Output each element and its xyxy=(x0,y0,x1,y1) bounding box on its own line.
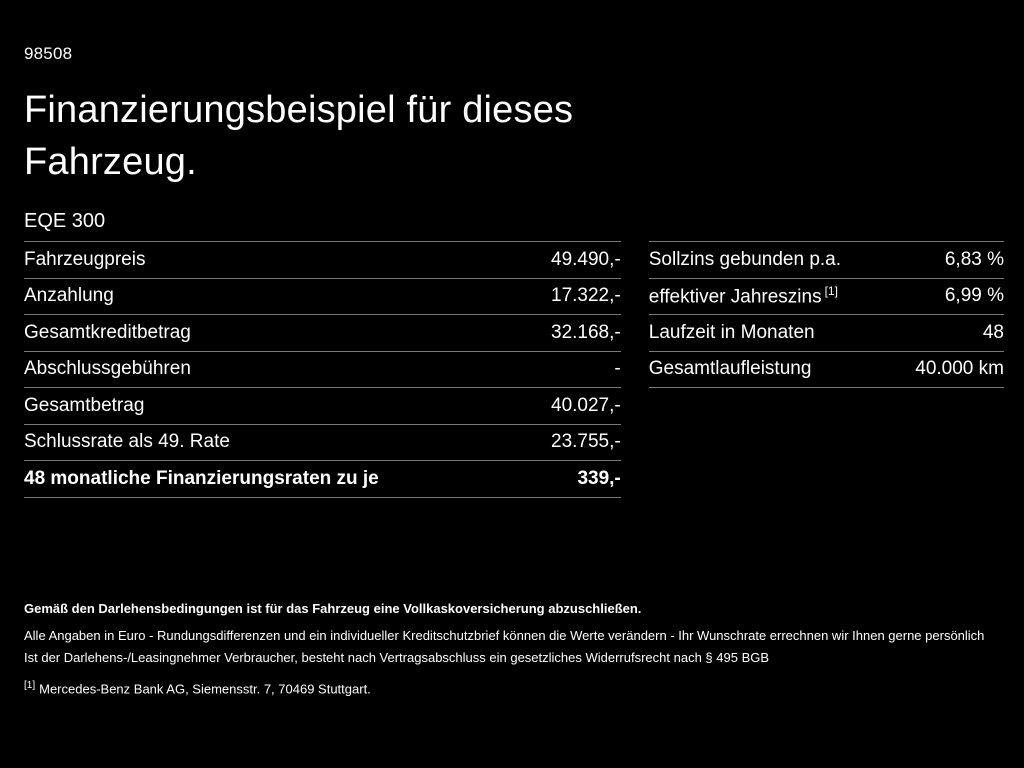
row-value: 17.322,- xyxy=(551,285,621,307)
row-value: 23.755,- xyxy=(551,431,621,453)
table-row: Gesamtkreditbetrag 32.168,- xyxy=(24,314,621,351)
insurance-note: Gemäß den Darlehensbedingungen ist für d… xyxy=(24,601,642,616)
row-label-text: effektiver Jahreszins xyxy=(648,286,822,308)
financing-table-right: Sollzins gebunden p.a. 6,83 % effektiver… xyxy=(648,241,1004,388)
table-row: effektiver Jahreszins [1] 6,99 % xyxy=(648,277,1004,315)
footnote: [1] Mercedes-Benz Bank AG, Siemensstr. 7,… xyxy=(24,675,1004,700)
vehicle-model: EQE 300 xyxy=(24,210,106,232)
row-value: - xyxy=(614,358,621,380)
row-label: Gesamtkreditbetrag xyxy=(24,321,191,343)
table-row-monthly-rate: 48 monatliche Finanzierungsraten zu je 3… xyxy=(24,460,621,497)
row-value: 6,99 % xyxy=(944,285,1004,307)
row-value: 32.168,- xyxy=(551,321,621,343)
row-label: Anzahlung xyxy=(24,285,114,307)
table-row: Abschlussgebühren - xyxy=(24,350,621,388)
financing-table-left: Fahrzeugpreis 49.490,- Anzahlung 17.322,… xyxy=(24,241,621,498)
row-value: 49.490,- xyxy=(551,248,621,270)
row-value: 48 xyxy=(982,321,1004,343)
row-label: Abschlussgebühren xyxy=(24,358,191,380)
footnote-text: Mercedes-Benz Bank AG, Siemensstr. 7, 70… xyxy=(39,681,371,697)
row-label: 48 monatliche Finanzierungsraten zu je xyxy=(24,467,379,489)
table-row: Fahrzeugpreis 49.490,- xyxy=(24,241,621,278)
row-label: Sollzins gebunden p.a. xyxy=(648,248,842,270)
row-value: 339,- xyxy=(577,467,621,489)
table-row: Anzahlung 17.322,- xyxy=(24,277,621,315)
financing-tables: Fahrzeugpreis 49.490,- Anzahlung 17.322,… xyxy=(24,241,1004,498)
legal-footer: Gemäß den Darlehensbedingungen ist für d… xyxy=(24,598,1004,700)
row-value: 40.000 km xyxy=(915,358,1004,380)
page-title-line-1: Finanzierungsbeispiel für dieses xyxy=(24,89,574,131)
disclaimer-line-2: Ist der Darlehens-/Leasingnehmer Verbrau… xyxy=(24,650,770,665)
row-value: 40.027,- xyxy=(551,394,621,416)
row-label: Gesamtbetrag xyxy=(24,394,145,416)
table-row: Gesamtbetrag 40.027,- xyxy=(24,387,621,424)
footnote-ref: [1] xyxy=(824,284,838,299)
page-title: Finanzierungsbeispiel für dieses Fahrzeu… xyxy=(24,84,1004,188)
row-label: Fahrzeugpreis xyxy=(24,248,146,270)
row-value: 6,83 % xyxy=(944,248,1004,270)
page-title-line-2: Fahrzeug. xyxy=(24,141,197,183)
table-row: Sollzins gebunden p.a. 6,83 % xyxy=(648,241,1004,278)
footnote-marker: [1] xyxy=(24,680,36,691)
row-label: Laufzeit in Monaten xyxy=(648,321,815,343)
row-label: Schlussrate als 49. Rate xyxy=(24,431,230,453)
table-row: Laufzeit in Monaten 48 xyxy=(648,314,1004,351)
row-label: effektiver Jahreszins [1] xyxy=(649,284,838,308)
table-row: Gesamtlaufleistung 40.000 km xyxy=(648,350,1004,388)
offer-id: 98508 xyxy=(24,44,73,63)
table-row: Schlussrate als 49. Rate 23.755,- xyxy=(24,423,621,461)
disclaimer-line-1: Alle Angaben in Euro - Rundungsdifferenz… xyxy=(24,628,985,643)
row-label: Gesamtlaufleistung xyxy=(648,358,812,380)
